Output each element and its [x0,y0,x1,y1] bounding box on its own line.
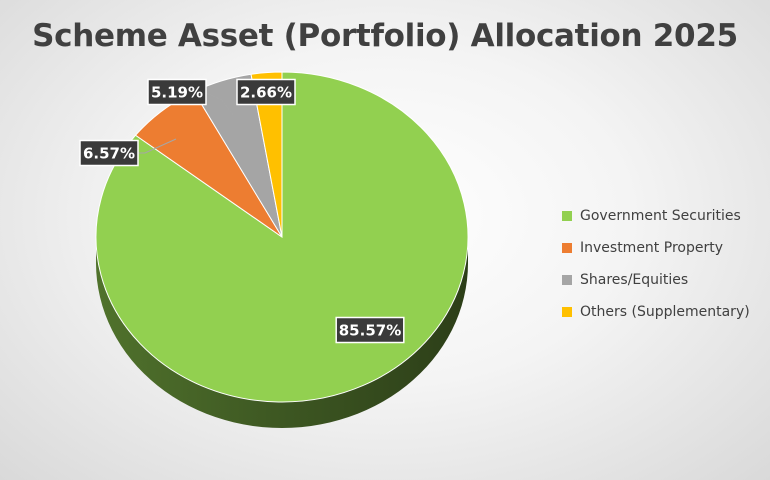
legend-item: Shares/Equities [562,264,750,296]
data-label-box-2 [147,78,207,106]
legend-label: Others (Supplementary) [580,304,750,320]
legend-label: Shares/Equities [580,272,689,288]
legend-swatch [562,275,572,285]
legend-item: Others (Supplementary) [562,296,750,328]
data-label-box-3 [236,78,296,106]
data-label-3: 2.66% [240,84,292,102]
legend-swatch [562,307,572,317]
legend-swatch [562,211,572,221]
legend-item: Government Securities [562,200,750,232]
data-label-2: 5.19% [151,84,203,102]
data-label-box-1 [79,139,139,167]
legend: Government Securities Investment Property… [562,200,750,328]
chart-title: Scheme Asset (Portfolio) Allocation 2025 [32,18,738,54]
pie-slice-others-supplementary [250,71,283,238]
legend-item: Investment Property [562,232,750,264]
data-label-1: 6.57% [83,145,135,163]
legend-label: Investment Property [580,240,723,256]
data-label-0: 85.57% [339,322,401,340]
data-label-box-0 [335,316,405,344]
legend-label: Government Securities [580,208,741,224]
legend-swatch [562,243,572,253]
